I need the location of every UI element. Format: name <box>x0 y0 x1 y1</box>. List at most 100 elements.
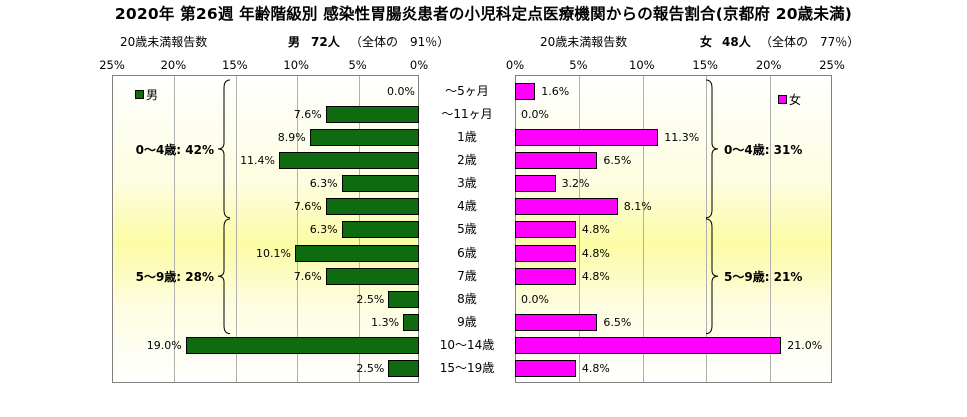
female-bar <box>515 82 536 100</box>
male-value-label: 7.6% <box>293 107 322 121</box>
female-value-label: 0.0% <box>521 107 549 121</box>
group-brace <box>705 79 719 219</box>
male-header-share: （全体の 91％） <box>350 35 450 49</box>
female-bar <box>515 128 659 146</box>
male-bar <box>325 198 419 216</box>
female-value-label: 8.1% <box>623 200 652 214</box>
male-value-label: 10.1% <box>256 246 291 260</box>
male-legend-label: 男 <box>146 88 159 102</box>
left-axis-tick-label: 15% <box>222 58 248 72</box>
female-bar <box>515 337 782 355</box>
category-label: 6歳 <box>457 245 477 260</box>
female-value-label: 4.8% <box>581 223 610 237</box>
male-value-label: 6.3% <box>309 223 338 237</box>
group-brace <box>705 218 719 334</box>
chart-title: 2020年 第26週 年齢階級別 感染性胃腸炎患者の小児科定点医療機関からの報告… <box>114 5 853 23</box>
female-bar <box>515 267 576 285</box>
left-gridline <box>235 76 237 382</box>
male-value-label: 2.5% <box>356 362 385 376</box>
female-header-sex: 女 <box>700 35 713 49</box>
male-value-label: 19.0% <box>146 339 182 353</box>
left-axis-tick-label: 25% <box>99 58 125 72</box>
female-value-label: 4.8% <box>581 246 610 260</box>
right-axis-tick-label: 15% <box>692 58 718 72</box>
female-value-label: 11.3% <box>664 130 700 144</box>
male-header-label: 20歳未満報告数 <box>120 35 208 49</box>
male-value-label: 11.4% <box>240 153 276 167</box>
female-bar <box>515 151 598 169</box>
male-value-label: 1.3% <box>371 316 400 329</box>
left-axis-tick-label: 20% <box>160 58 187 72</box>
female-bar <box>515 244 576 262</box>
male-value-label: 8.9% <box>277 130 306 144</box>
female-header-label: 20歳未満報告数 <box>540 35 628 49</box>
female-value-label: 6.5% <box>603 153 632 167</box>
category-label: 10～14歳 <box>439 338 495 353</box>
female-value-label: 4.8% <box>581 362 610 376</box>
male-legend: 男 <box>135 86 158 103</box>
group-brace <box>217 218 231 334</box>
male-bar <box>325 105 419 123</box>
female-header-count: 48人 <box>722 35 751 49</box>
female-legend-label: 女 <box>789 93 802 107</box>
female-bar <box>515 221 576 239</box>
female-group-label: 5～9歳: 21% <box>724 270 803 285</box>
female-bar <box>515 175 556 193</box>
female-bar <box>515 198 618 216</box>
category-label: 3歳 <box>457 176 477 191</box>
female-group-label: 0～4歳: 31% <box>724 142 803 157</box>
group-brace <box>217 79 231 219</box>
left-axis-tick-label: 5% <box>348 58 367 72</box>
male-bar <box>388 360 419 378</box>
right-axis-tick-label: 5% <box>569 58 588 72</box>
female-legend: 女 <box>778 91 801 108</box>
female-bar <box>515 360 576 378</box>
left-axis-tick-label: 10% <box>283 58 309 72</box>
male-bar <box>341 221 419 239</box>
male-bar <box>185 337 419 355</box>
male-header-count: 72人 <box>311 35 340 49</box>
category-label: 5歳 <box>457 222 477 237</box>
male-value-label: 0.0% <box>387 84 415 98</box>
right-axis-tick-label: 20% <box>755 58 782 72</box>
category-label: 2歳 <box>457 152 477 167</box>
category-label: ～5ヶ月 <box>445 83 489 98</box>
male-bar <box>309 128 419 146</box>
female-value-label: 1.6% <box>541 84 570 98</box>
left-gridline <box>297 76 299 382</box>
male-group-label: 5～9歳: 28% <box>135 270 214 285</box>
right-gridline <box>706 76 708 382</box>
female-value-label: 4.8% <box>581 269 610 283</box>
female-bar <box>515 314 598 331</box>
category-label: 1歳 <box>457 129 477 144</box>
category-label: 7歳 <box>457 268 477 283</box>
female-header-share: （全体の 77％） <box>760 35 860 49</box>
left-gridline <box>174 76 176 382</box>
right-gridline <box>642 76 644 382</box>
category-label: 8歳 <box>457 291 477 306</box>
male-bar <box>279 151 419 169</box>
female-legend-swatch <box>778 95 787 104</box>
right-gridline <box>769 76 771 382</box>
right-axis-tick-label: 0% <box>505 58 525 72</box>
category-label: 4歳 <box>457 199 477 214</box>
female-value-label: 21.0% <box>787 339 823 353</box>
right-gridline <box>579 76 581 382</box>
male-legend-swatch <box>135 90 144 99</box>
category-label: 9歳 <box>457 315 477 329</box>
male-value-label: 6.3% <box>309 177 338 191</box>
male-bar <box>294 244 419 262</box>
male-bar <box>341 175 419 193</box>
male-header-sex: 男 <box>288 35 301 49</box>
female-value-label: 3.2% <box>561 177 590 191</box>
male-value-label: 2.5% <box>356 292 385 306</box>
male-group-label: 0～4歳: 42% <box>135 142 214 157</box>
male-value-label: 7.6% <box>293 200 322 214</box>
category-label: ～11ヶ月 <box>441 106 493 121</box>
left-axis-tick-label: 0% <box>409 58 429 72</box>
category-label: 15～19歳 <box>439 361 495 376</box>
female-value-label: 0.0% <box>521 292 549 306</box>
female-value-label: 6.5% <box>603 316 632 329</box>
male-bar <box>403 314 419 331</box>
male-value-label: 7.6% <box>293 269 322 283</box>
